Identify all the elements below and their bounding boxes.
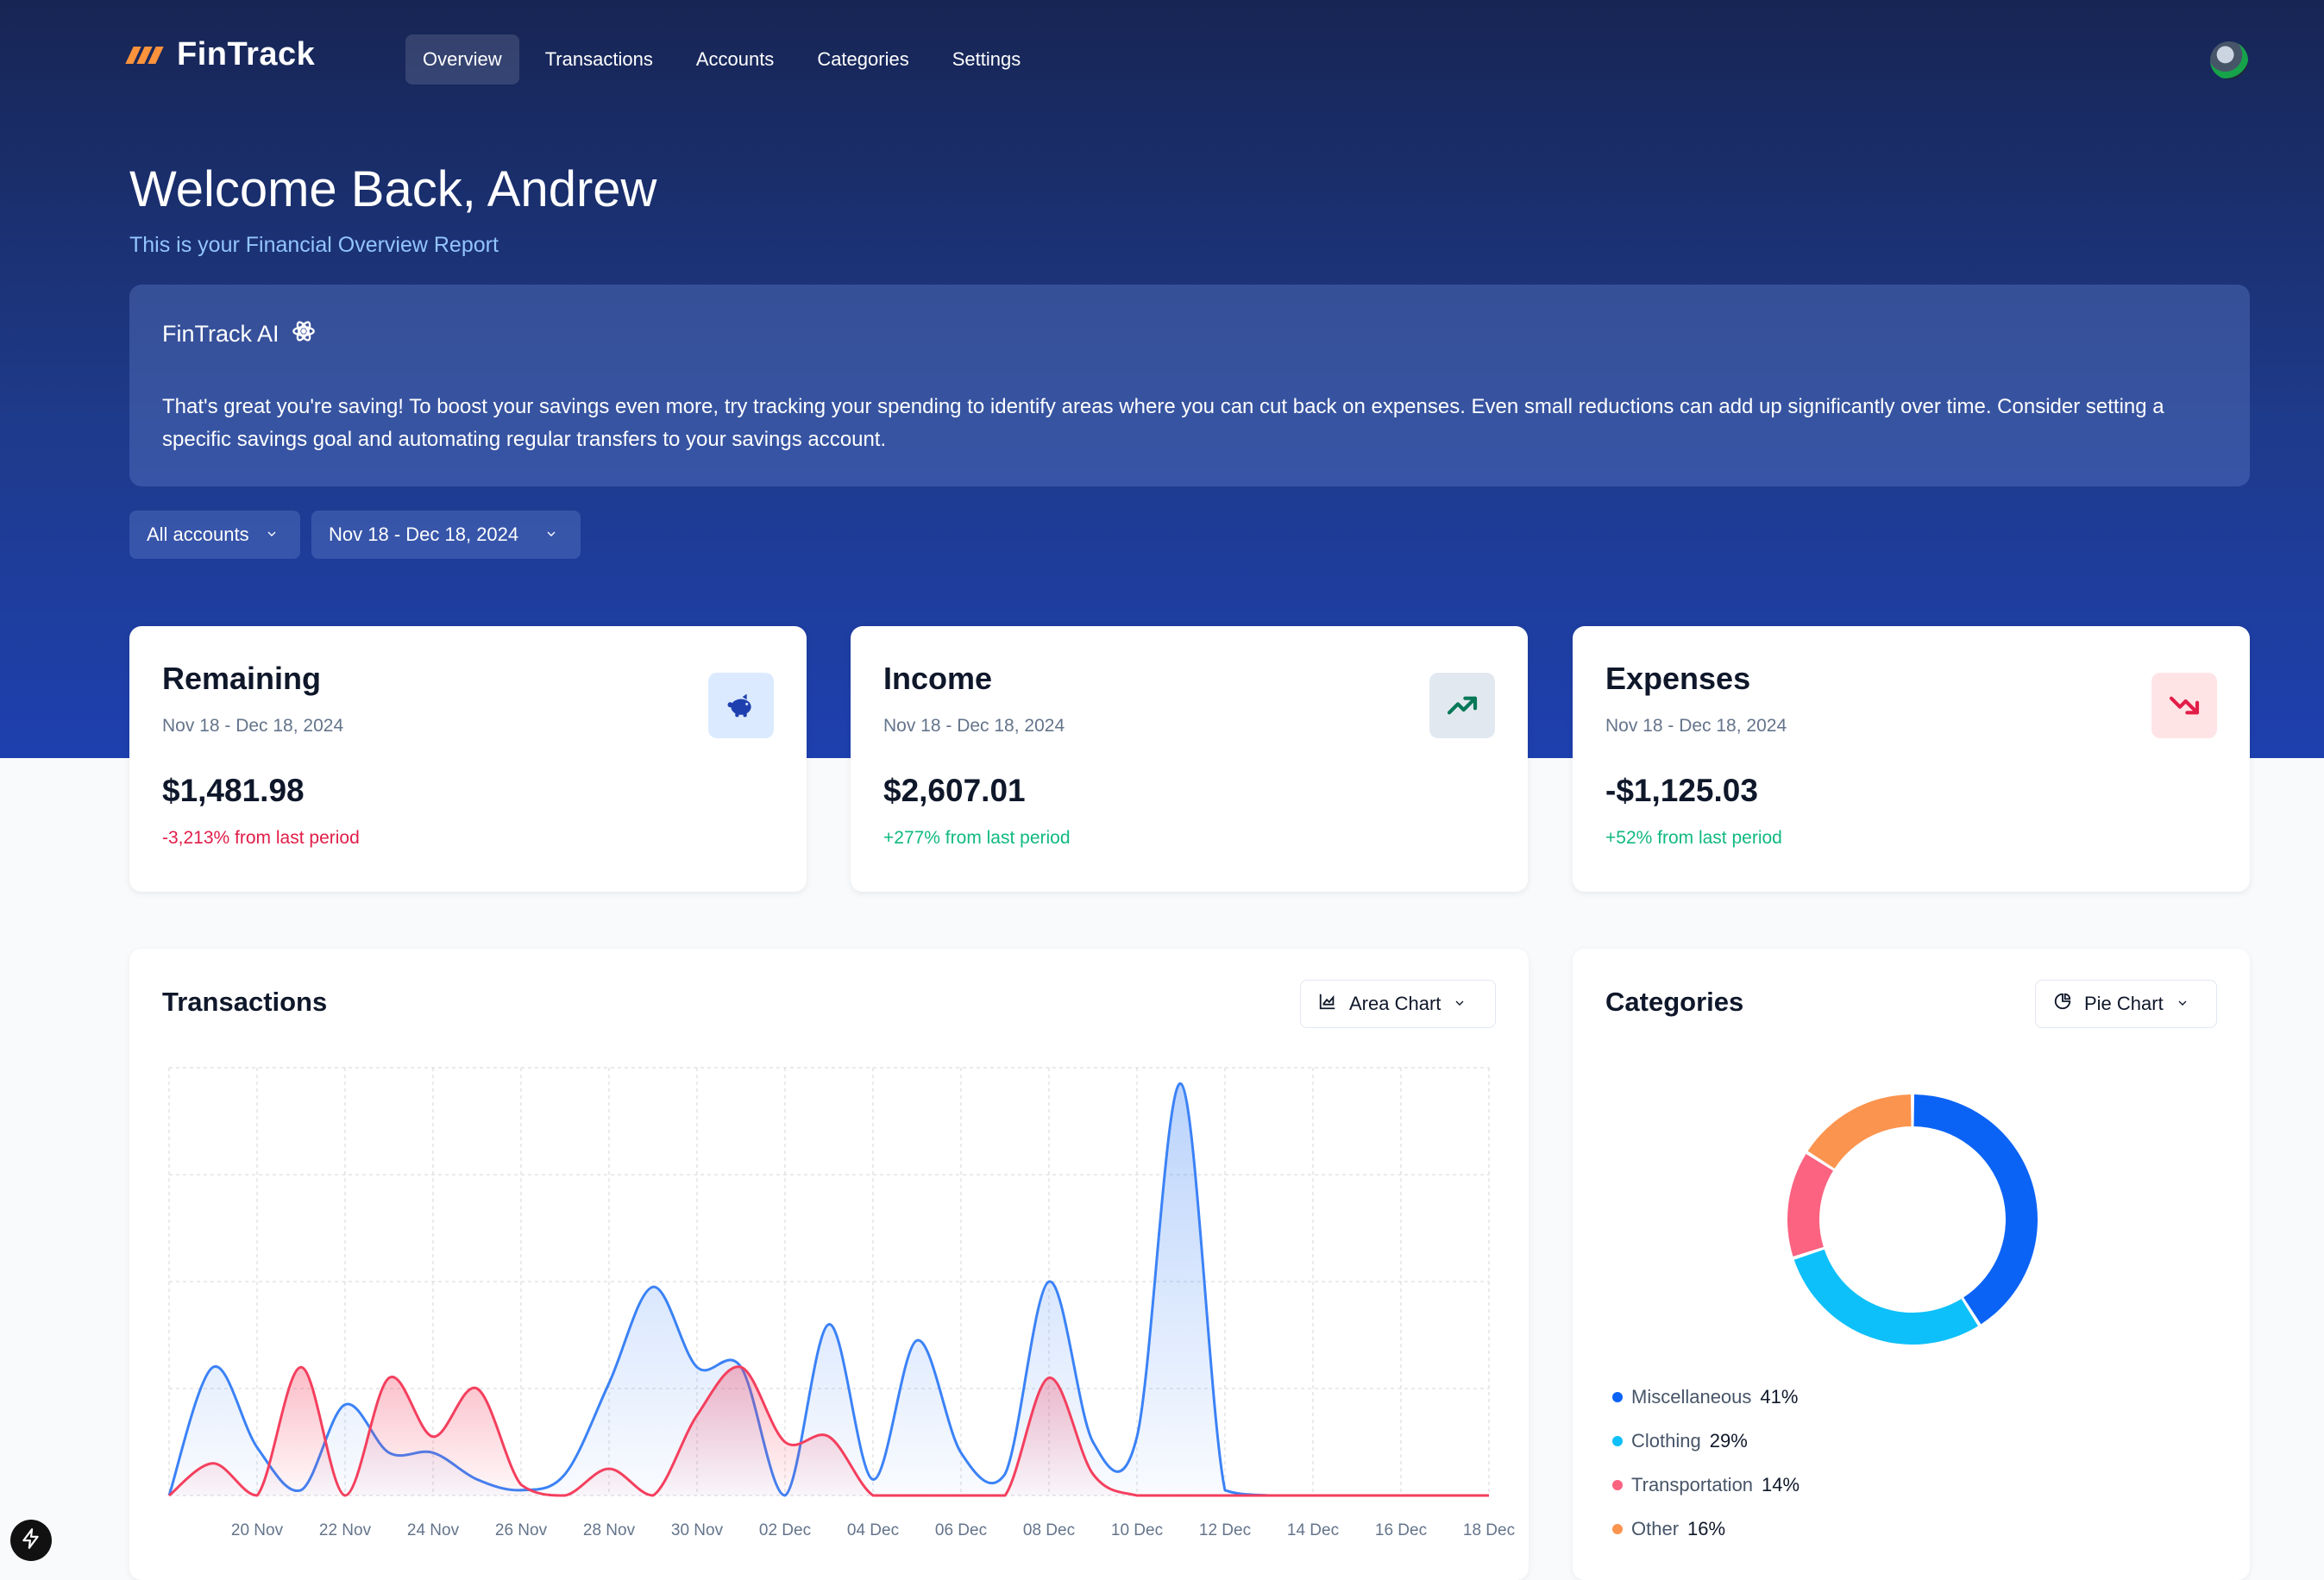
categories-title: Categories (1605, 987, 1744, 1017)
legend-value: 16% (1687, 1517, 1726, 1539)
chevron-down-icon (265, 524, 279, 546)
page-title: Welcome Back, Andrew (129, 161, 657, 217)
legend-item: Miscellaneous 41% (1612, 1375, 1800, 1419)
stat-change: +277% from last period (883, 828, 1071, 848)
x-tick-label: 24 Nov (407, 1521, 460, 1539)
user-avatar[interactable] (2210, 41, 2248, 79)
categories-legend: Miscellaneous 41% Clothing 29% Transport… (1612, 1375, 1800, 1551)
dev-tools-button[interactable] (10, 1520, 52, 1561)
chevron-down-icon (544, 524, 558, 546)
ai-message: That's great you're saving! To boost you… (162, 395, 2164, 451)
categories-donut-chart[interactable] (1573, 949, 2250, 1363)
transactions-panel: Transactions Area Chart 20 Nov 22 Nov 24 N… (129, 949, 1529, 1580)
nav-settings[interactable]: Settings (952, 48, 1021, 70)
chart-type-label: Area Chart (1349, 993, 1442, 1014)
stat-title: Remaining (162, 661, 322, 696)
app-logo[interactable]: FinTrack (125, 36, 316, 73)
nav-accounts[interactable]: Accounts (695, 48, 775, 70)
stat-card-expenses: Expenses Nov 18 - Dec 18, 2024 -$1,125.0… (1573, 626, 2250, 892)
trending-up-icon (1429, 673, 1495, 738)
nav-categories[interactable]: Categories (817, 48, 909, 70)
x-tick-label: 12 Dec (1199, 1521, 1251, 1539)
x-tick-label: 14 Dec (1287, 1521, 1339, 1539)
stat-value: -$1,125.03 (1605, 773, 1758, 808)
x-tick-label: 02 Dec (759, 1521, 811, 1539)
legend-item: Other 16% (1612, 1507, 1800, 1551)
stat-title: Income (883, 661, 993, 696)
x-tick-label: 04 Dec (847, 1521, 899, 1539)
x-tick-label: 26 Nov (495, 1521, 548, 1539)
x-tick-label: 08 Dec (1023, 1521, 1075, 1539)
date-range-select[interactable]: Nov 18 - Dec 18, 2024 (311, 511, 581, 559)
legend-label: Other (1631, 1517, 1680, 1539)
series-area-1 (169, 1366, 1489, 1495)
pie-chart-icon (2053, 992, 2072, 1016)
x-tick-label: 28 Nov (583, 1521, 636, 1539)
chevron-down-icon (1453, 993, 1467, 1015)
x-tick-label: 20 Nov (231, 1521, 284, 1539)
piggy-bank-icon (708, 673, 774, 738)
legend-dot (1612, 1391, 1623, 1402)
stat-change: -3,213% from last period (162, 828, 360, 848)
stat-title: Expenses (1605, 661, 1751, 696)
stat-card-income: Income Nov 18 - Dec 18, 2024 $2,607.01 +… (851, 626, 1528, 892)
x-tick-label: 16 Dec (1375, 1521, 1427, 1539)
donut-slice-transportation[interactable] (1787, 1154, 1834, 1257)
account-select-value: All accounts (147, 524, 249, 545)
legend-label: Clothing (1631, 1429, 1701, 1451)
chart-type-select[interactable]: Area Chart (1300, 980, 1496, 1028)
logo-mark-icon (125, 46, 164, 64)
ai-card-header: FinTrack AI (162, 319, 2217, 349)
legend-dot (1612, 1435, 1623, 1446)
x-tick-label: 10 Dec (1111, 1521, 1163, 1539)
chevron-down-icon (2176, 993, 2189, 1015)
legend-item: Clothing 29% (1612, 1419, 1800, 1463)
page-subtitle: This is your Financial Overview Report (129, 233, 499, 257)
x-tick-label: 18 Dec (1463, 1521, 1515, 1539)
transactions-title: Transactions (162, 987, 328, 1017)
account-select[interactable]: All accounts (129, 511, 300, 559)
trending-down-icon (2151, 673, 2217, 738)
area-chart-icon (1318, 992, 1337, 1016)
series-line-1[interactable] (168, 1365, 1489, 1497)
legend-label: Transportation (1631, 1473, 1754, 1495)
main-nav: Overview Transactions Accounts Categorie… (405, 34, 1038, 85)
legend-dot (1612, 1523, 1623, 1534)
legend-item: Transportation 14% (1612, 1463, 1800, 1507)
ai-card-title: FinTrack AI (162, 321, 280, 347)
lightning-icon (20, 1527, 42, 1554)
legend-value: 29% (1709, 1429, 1748, 1451)
transactions-area-chart[interactable]: 20 Nov 22 Nov 24 Nov 26 Nov 28 Nov 30 Nov 02 D… (129, 949, 1529, 1580)
nav-transactions[interactable]: Transactions (544, 48, 653, 70)
ai-insight-card: FinTrack AI That's great you're saving! … (129, 285, 2250, 486)
x-tick-label: 22 Nov (319, 1521, 372, 1539)
category-chart-type-select[interactable]: Pie Chart (2035, 980, 2217, 1028)
x-tick-label: 06 Dec (935, 1521, 987, 1539)
categories-panel: Categories Pie Chart Miscellaneous 41% C… (1573, 949, 2250, 1580)
stat-change: +52% from last period (1605, 828, 1782, 848)
series-area-0 (169, 1083, 1489, 1495)
donut-slice-miscellaneous[interactable] (1913, 1094, 2038, 1325)
x-tick-label: 30 Nov (671, 1521, 724, 1539)
stat-value: $2,607.01 (883, 773, 1026, 808)
atom-icon (292, 319, 316, 349)
date-range-value: Nov 18 - Dec 18, 2024 (329, 524, 519, 545)
app-name: FinTrack (177, 36, 316, 72)
donut-slice-other[interactable] (1807, 1094, 1912, 1169)
legend-dot (1612, 1479, 1623, 1490)
nav-overview[interactable]: Overview (405, 34, 519, 85)
legend-label: Miscellaneous (1631, 1385, 1752, 1408)
donut-slice-clothing[interactable] (1793, 1249, 1978, 1345)
stat-value: $1,481.98 (162, 773, 305, 808)
chart-type-label: Pie Chart (2084, 993, 2164, 1014)
legend-value: 41% (1760, 1385, 1799, 1408)
stat-range: Nov 18 - Dec 18, 2024 (1605, 716, 1787, 736)
stat-range: Nov 18 - Dec 18, 2024 (162, 716, 344, 736)
stat-range: Nov 18 - Dec 18, 2024 (883, 716, 1065, 736)
legend-value: 14% (1762, 1473, 1800, 1495)
stat-card-remaining: Remaining Nov 18 - Dec 18, 2024 $1,481.9… (129, 626, 807, 892)
